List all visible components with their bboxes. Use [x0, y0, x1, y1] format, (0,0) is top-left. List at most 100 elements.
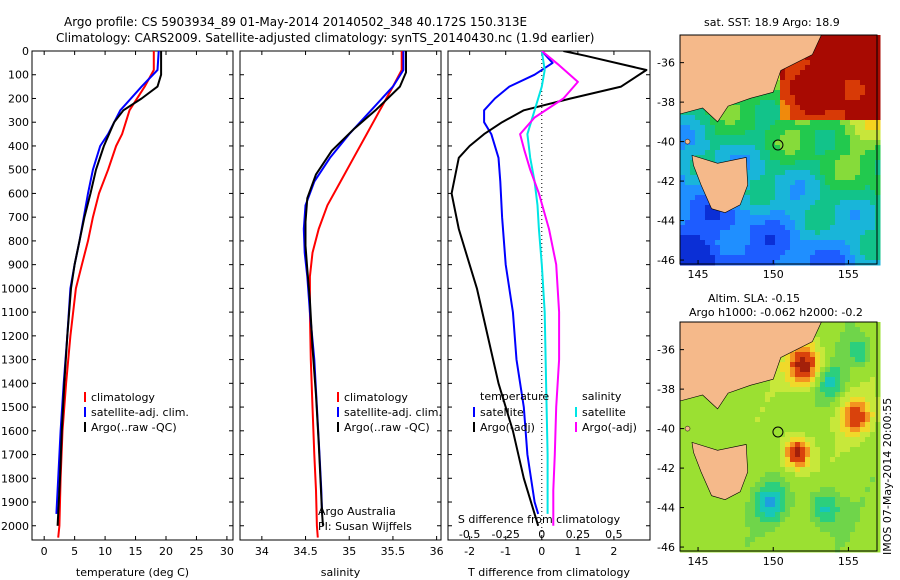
sst-map-cell [835, 125, 841, 131]
sla-map-cell [685, 437, 691, 443]
sst-map-cell [750, 170, 756, 176]
sst-map-cell [745, 130, 751, 136]
sla-map-cell [830, 417, 836, 423]
sst-map-cell [825, 210, 831, 216]
sla-map-cell [840, 472, 846, 478]
sla-map-cell [805, 497, 811, 503]
sst-map-cell [725, 255, 731, 261]
sst-map-cell [875, 50, 881, 56]
sst-map-cell [695, 135, 701, 141]
sla-map-cell [850, 482, 856, 488]
sst-map-cell [850, 135, 856, 141]
sst-map-cell [770, 145, 776, 151]
sst-map-cell [710, 210, 716, 216]
sla-map-cell [820, 342, 826, 348]
sla-map-cell [835, 402, 841, 408]
sst-map-cell [845, 35, 851, 41]
sst-map-cell [850, 225, 856, 231]
sla-map-cell [685, 397, 691, 403]
sla-map-cell [810, 507, 816, 513]
sst-map-cell [810, 245, 816, 251]
sla-map-cell [845, 432, 851, 438]
sla-map-cell [700, 512, 706, 518]
sla-map-cell [815, 457, 821, 463]
sla-map-cell [780, 367, 786, 373]
sla-map-cell [865, 377, 871, 383]
difference-series-temperature-argo-adj- [450, 51, 648, 527]
sst-map-cell [855, 195, 861, 201]
sst-map-cell [765, 180, 771, 186]
sst-map-cell [700, 225, 706, 231]
sst-map-cell [775, 245, 781, 251]
sst-map-cell [790, 150, 796, 156]
sla-map-cell [815, 467, 821, 473]
sst-map-cell [745, 250, 751, 256]
sst-map-cell [810, 165, 816, 171]
sst-map-cell [760, 260, 766, 266]
sst-map-cell [875, 140, 881, 146]
sla-map-cell [850, 322, 856, 328]
sla-map-cell [815, 512, 821, 518]
sla-map-cell [710, 502, 716, 508]
sla-map-lat-label: -46 [657, 541, 675, 554]
sst-map-cell [720, 115, 726, 121]
sla-map-cell [790, 357, 796, 363]
sst-map-cell [815, 185, 821, 191]
sst-map-cell [820, 125, 826, 131]
sla-map-cell [800, 492, 806, 498]
sst-map-cell [700, 130, 706, 136]
sst-map-cell [745, 145, 751, 151]
sst-map-cell [705, 155, 711, 161]
sst-map-cell [845, 110, 851, 116]
sst-map-cell [850, 60, 856, 66]
sst-map-cell [735, 130, 741, 136]
sst-map-cell [785, 135, 791, 141]
sst-map-cell [715, 250, 721, 256]
sla-map-cell [745, 482, 751, 488]
sst-map-cell [785, 110, 791, 116]
sla-map-cell [770, 422, 776, 428]
sst-map-cell [770, 205, 776, 211]
sst-map-cell [840, 195, 846, 201]
sst-map-cell [845, 60, 851, 66]
sst-map-cell [785, 65, 791, 71]
sla-map-cell [700, 477, 706, 483]
sst-map-cell [695, 120, 701, 126]
sla-map-cell [685, 542, 691, 548]
sst-map-cell [810, 185, 816, 191]
sla-map-cell [690, 532, 696, 538]
temperature-series-argo-raw-qc- [56, 51, 163, 526]
sla-map-cell [815, 347, 821, 353]
sla-map-cell [765, 432, 771, 438]
sst-map-cell [815, 135, 821, 141]
sst-map-cell [730, 245, 736, 251]
sla-map-cell [850, 397, 856, 403]
sst-map-cell [685, 235, 691, 241]
sst-map-cell [855, 95, 861, 101]
sst-map-cell [835, 185, 841, 191]
sst-map-cell [800, 115, 806, 121]
sst-map-cell [705, 120, 711, 126]
sla-map-cell [795, 392, 801, 398]
sst-map-cell [870, 160, 876, 166]
sla-map-cell [820, 467, 826, 473]
sla-map-cell [825, 367, 831, 373]
sla-map-cell [805, 352, 811, 358]
sla-map-cell [845, 327, 851, 333]
sst-map-cell [755, 225, 761, 231]
diff-legend-right-label: satellite [582, 406, 626, 419]
sst-map-cell [765, 155, 771, 161]
sla-map-cell [695, 542, 701, 548]
sst-map-cell [755, 185, 761, 191]
sla-map-cell [800, 462, 806, 468]
sst-map-cell [750, 150, 756, 156]
sla-map-cell [720, 427, 726, 433]
sla-map-cell [860, 422, 866, 428]
sst-map-cell [795, 105, 801, 111]
sst-map-cell [705, 210, 711, 216]
sst-map-cell [870, 135, 876, 141]
sst-map-cell [715, 230, 721, 236]
sla-map-cell [685, 512, 691, 518]
sst-map-cell [810, 200, 816, 206]
sla-map-cell [715, 437, 721, 443]
